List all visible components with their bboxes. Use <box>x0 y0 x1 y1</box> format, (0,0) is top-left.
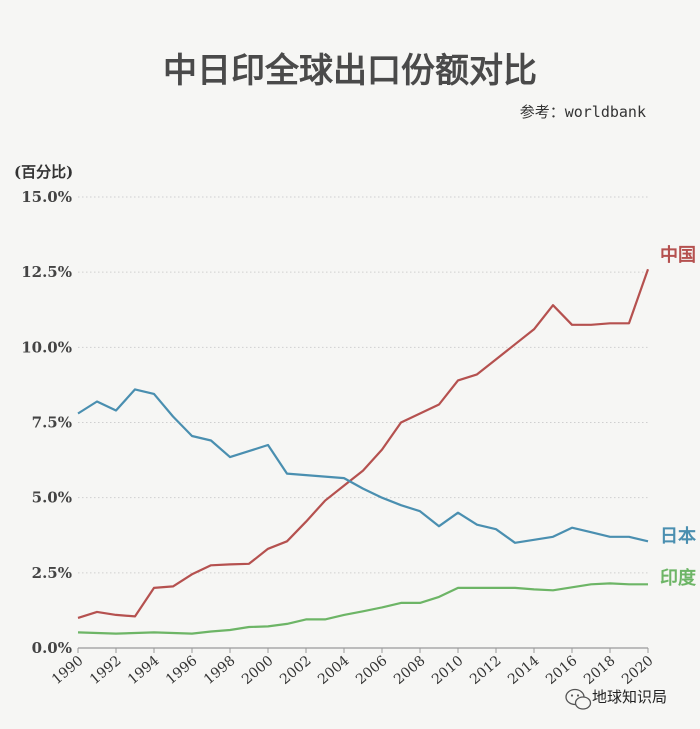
series-label: 日本 <box>660 525 696 547</box>
series-label: 印度 <box>660 567 697 589</box>
series-layer <box>77 268 650 635</box>
y-tick-label: 0.0% <box>32 639 72 657</box>
y-tick-label: 2.5% <box>32 564 72 582</box>
y-tick-label: 7.5% <box>32 414 72 432</box>
x-tick-label: 1992 <box>87 653 125 688</box>
x-tick-label: 1998 <box>201 653 239 688</box>
x-tick-label: 2014 <box>505 653 543 688</box>
watermark-text: 地球知识局 <box>592 688 667 706</box>
x-tick-label: 2006 <box>353 653 391 688</box>
series-label: 中国 <box>660 244 696 266</box>
x-tick-label: 1990 <box>49 653 87 688</box>
x-tick-label: 1994 <box>125 653 163 688</box>
x-tick-label: 2018 <box>581 653 619 688</box>
x-tick-label: 2020 <box>619 653 657 688</box>
x-tick-label: 1996 <box>163 653 201 688</box>
series-line <box>77 268 650 619</box>
x-axis-ticks: 1990 1992 1994 1996 1998 2000 2002 2004 2006 2008… <box>49 648 657 688</box>
x-tick-label: 2000 <box>239 653 277 688</box>
y-axis-unit-label: (百分比) <box>14 163 73 181</box>
x-tick-label: 2016 <box>543 653 581 688</box>
y-tick-label: 12.5% <box>21 263 72 281</box>
y-tick-label: 15.0% <box>21 188 72 206</box>
x-tick-label: 2012 <box>467 653 505 688</box>
y-tick-label: 10.0% <box>21 338 72 356</box>
watermark: 地球知识局 <box>565 688 667 710</box>
chart-title: 中日印全球出口份额对比 <box>163 51 537 91</box>
y-tick-label: 5.0% <box>32 489 72 507</box>
x-tick-label: 2010 <box>429 653 467 688</box>
y-axis-ticks: 0.0% 2.5% 5.0% 7.5% 10.0% 12.5% 15.0% <box>21 188 72 657</box>
grid-layer <box>78 196 648 649</box>
x-tick-label: 2004 <box>315 653 353 688</box>
source-label: 参考：worldbank <box>520 103 646 121</box>
series-line <box>77 582 648 635</box>
series-line <box>77 388 649 544</box>
x-tick-label: 2008 <box>391 653 429 688</box>
x-tick-label: 2002 <box>277 653 315 688</box>
wechat-icon <box>565 688 592 710</box>
